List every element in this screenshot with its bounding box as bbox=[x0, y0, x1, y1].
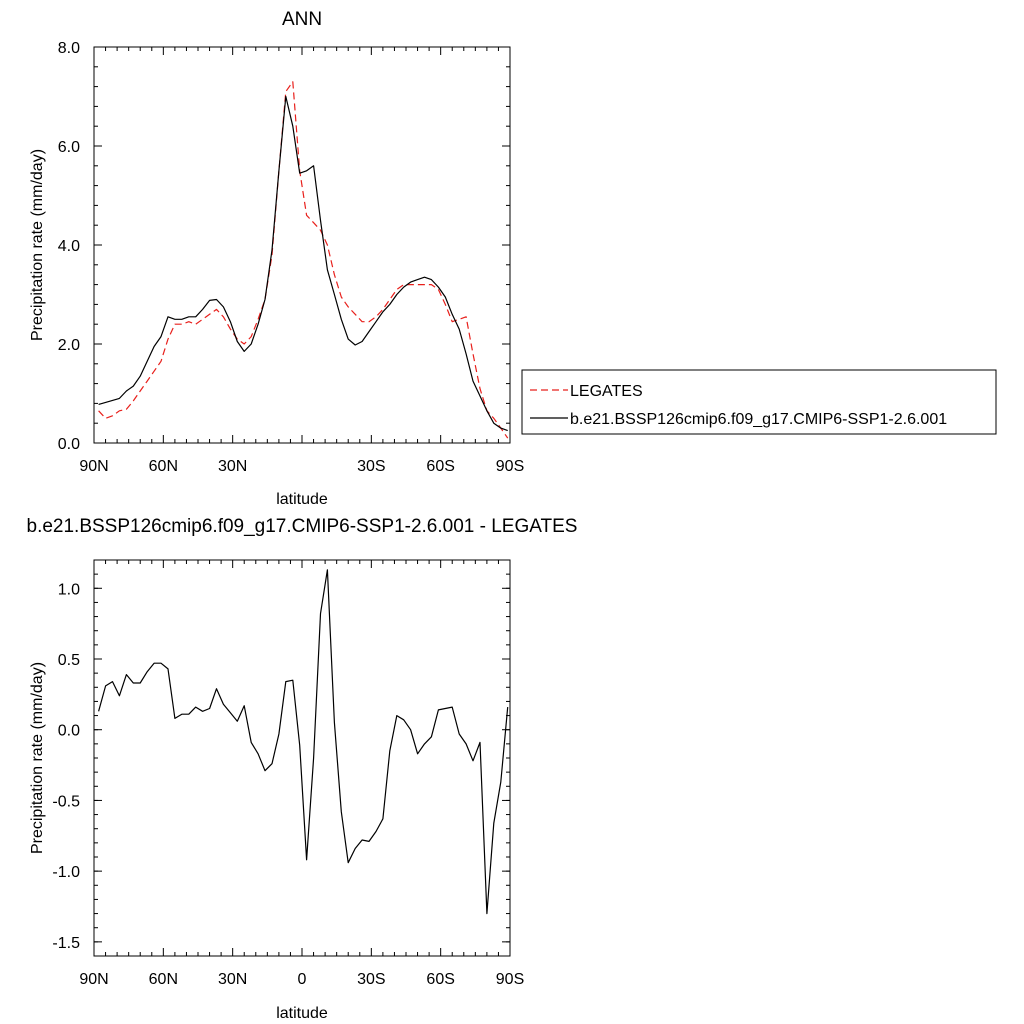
series-line-0 bbox=[98, 81, 509, 439]
legend-frame bbox=[521, 369, 997, 435]
plot-frame bbox=[93, 559, 511, 957]
x-tick-label: 60S bbox=[426, 458, 454, 475]
x-tick-label: 60N bbox=[149, 458, 178, 475]
x-tick-label: 30S bbox=[357, 458, 385, 475]
plot-frame bbox=[93, 46, 511, 444]
panel-difference: b.e21.BSSP126cmip6.f09_g17.CMIP6-SSP1-2.… bbox=[27, 516, 578, 1022]
x-tick-label: 90N bbox=[79, 971, 108, 988]
x-tick-label: 90S bbox=[496, 458, 524, 475]
y-tick-label: 8.0 bbox=[58, 40, 80, 57]
y-tick-label: 6.0 bbox=[58, 139, 80, 156]
y-tick-label: 0.5 bbox=[58, 652, 80, 669]
panel-annual-mean: ANN 90N 60N 30N 30S 60S 90S 0.0 2.0 4.0 6.0 8.0 la… bbox=[29, 9, 997, 508]
x-tick-label: 60S bbox=[426, 971, 454, 988]
y-tick-label: 4.0 bbox=[58, 238, 80, 255]
x-tick-label: 0 bbox=[298, 971, 307, 988]
legend-label-model: b.e21.BSSP126cmip6.f09_g17.CMIP6-SSP1-2.… bbox=[570, 411, 947, 428]
axis-ticks: 90N 60N 30N 0 30S 60S 90S -1.5 -1.0 -0.5 0.0 0.5 1.0 bbox=[52, 559, 524, 988]
x-tick-label: 30S bbox=[357, 971, 385, 988]
panel-title: b.e21.BSSP126cmip6.f09_g17.CMIP6-SSP1-2.… bbox=[27, 516, 578, 537]
y-axis-label: Precipitation rate (mm/day) bbox=[29, 149, 46, 341]
x-axis-label: latitude bbox=[276, 491, 328, 508]
y-tick-label: -0.5 bbox=[52, 793, 80, 810]
axis-ticks: 90N 60N 30N 30S 60S 90S 0.0 2.0 4.0 6.0 8.0 bbox=[58, 40, 524, 475]
series-line-1 bbox=[98, 95, 508, 432]
series-lines bbox=[98, 81, 509, 439]
y-tick-label: -1.0 bbox=[52, 864, 80, 881]
series-line-0 bbox=[98, 569, 509, 915]
x-tick-label: 90N bbox=[79, 458, 108, 475]
series-lines bbox=[98, 569, 509, 915]
legend-label-legates: LEGATES bbox=[570, 383, 643, 400]
y-tick-label: 0.0 bbox=[58, 436, 80, 453]
x-tick-label: 30N bbox=[218, 971, 247, 988]
x-tick-label: 90S bbox=[496, 971, 524, 988]
y-axis-label: Precipitation rate (mm/day) bbox=[29, 662, 46, 854]
x-tick-label: 60N bbox=[149, 971, 178, 988]
x-tick-label: 30N bbox=[218, 458, 247, 475]
y-tick-label: 1.0 bbox=[58, 581, 80, 598]
legend: LEGATES b.e21.BSSP126cmip6.f09_g17.CMIP6… bbox=[521, 369, 997, 435]
y-tick-label: -1.5 bbox=[52, 935, 80, 952]
x-axis-label: latitude bbox=[276, 1005, 328, 1022]
panel-title: ANN bbox=[282, 9, 322, 30]
y-tick-label: 0.0 bbox=[58, 723, 80, 740]
y-tick-label: 2.0 bbox=[58, 337, 80, 354]
